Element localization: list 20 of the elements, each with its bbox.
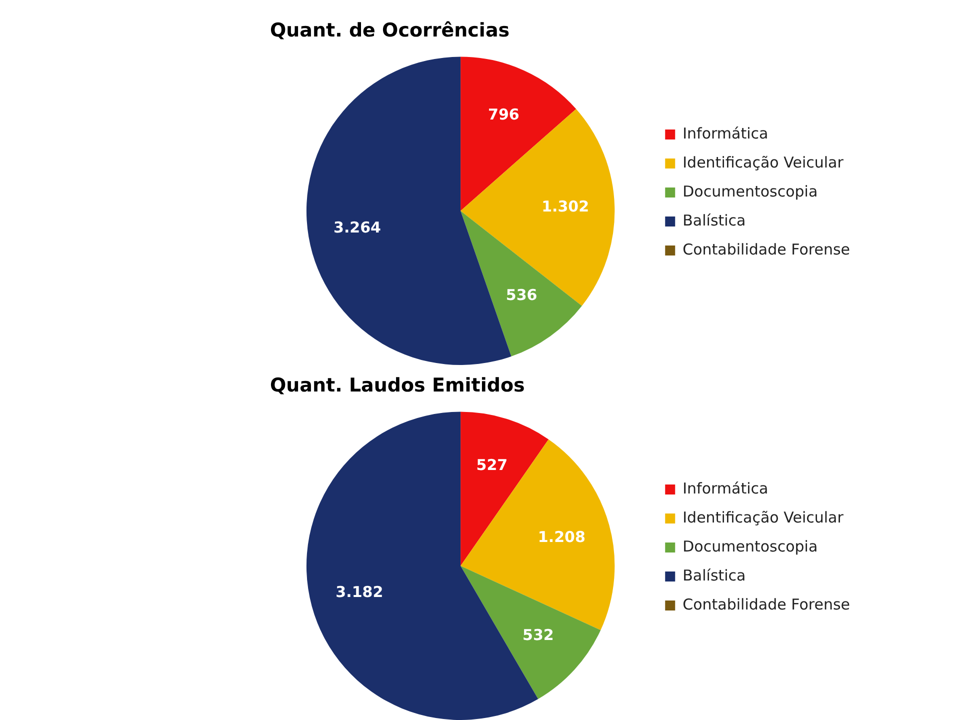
chart-title: Quant. Laudos Emitidos: [270, 374, 525, 396]
data-label: 527: [476, 456, 508, 474]
legend-label: Balística: [682, 211, 746, 230]
data-label: 3.182: [336, 583, 384, 602]
data-label: 1.208: [538, 528, 586, 546]
legend-label: Documentoscopia: [682, 537, 818, 556]
legend-label: Contabilidade Forense: [682, 240, 850, 258]
legend-label: Documentoscopia: [682, 182, 818, 200]
data-label: 796: [488, 105, 520, 124]
data-label: 3.264: [334, 218, 381, 236]
legend-label: Informática: [682, 124, 768, 142]
data-label: 532: [522, 626, 554, 644]
data-label: 536: [506, 286, 538, 304]
legend-label: Contabilidade Forense: [682, 595, 850, 614]
legend-label: Informática: [682, 479, 768, 498]
legend-label: Balística: [682, 566, 746, 584]
chart-title: Quant. de Ocorrências: [270, 19, 510, 42]
legend-label: Identificação Veicular: [682, 153, 844, 172]
data-label: 1.302: [542, 198, 590, 216]
legend-label: Identificação Veicular: [682, 508, 844, 526]
